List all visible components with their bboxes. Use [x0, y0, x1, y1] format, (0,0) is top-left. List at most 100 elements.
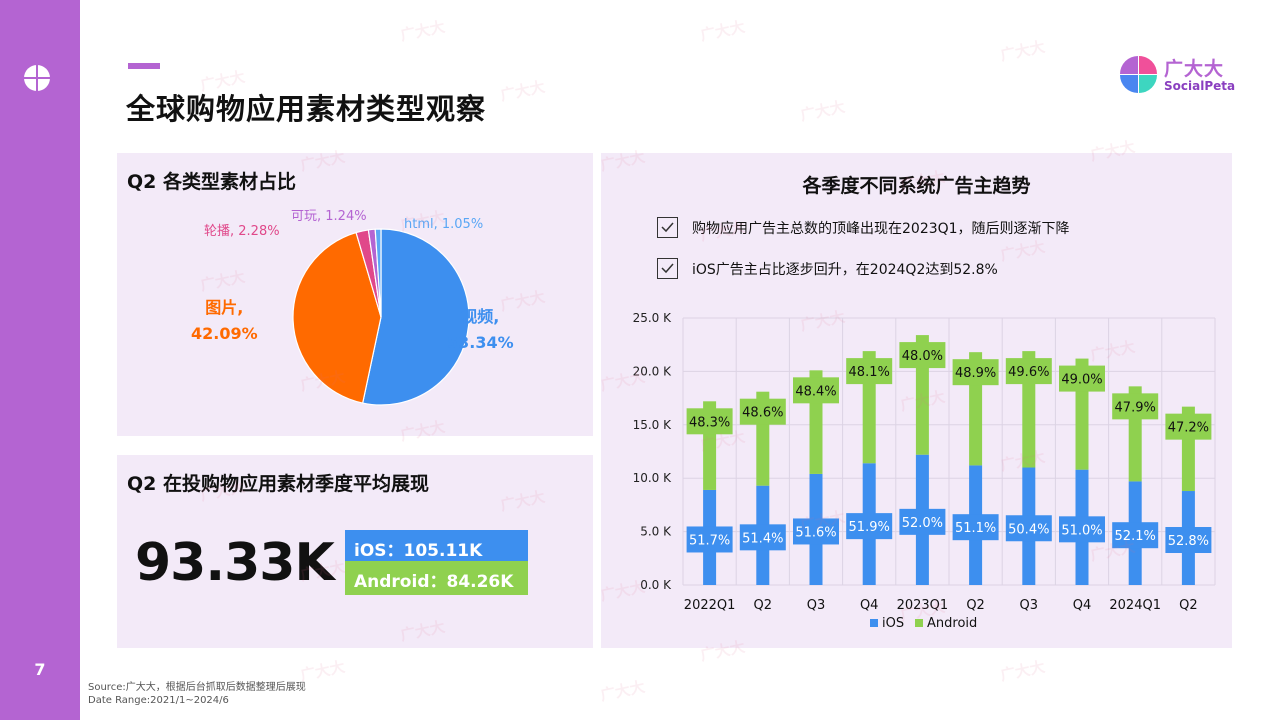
ios-avg-badge: iOS：105.11K: [345, 530, 528, 564]
android-data-label: 49.6%: [1008, 365, 1049, 380]
pie-slice-html: [374, 228, 382, 318]
ios-data-label: 51.4%: [742, 531, 783, 546]
page-number: 7: [34, 660, 46, 679]
checkbox-icon: [657, 216, 678, 238]
x-tick-label: Q2: [1179, 598, 1198, 613]
x-tick-label: 2022Q1: [684, 598, 736, 613]
y-tick-label: 5.0 K: [640, 525, 672, 539]
legend-ios-swatch: [870, 619, 878, 627]
legend-android-swatch: [915, 619, 923, 627]
watermark: 广大大: [798, 97, 847, 125]
footer-source-text: Source:广大大，根据后台抓取后数据整理后展现: [88, 682, 306, 693]
title-accent-bar: [128, 63, 160, 69]
legend-ios-label: iOS: [882, 616, 904, 631]
pie-label-playable: 可玩, 1.24%: [291, 209, 367, 224]
pie-slice-image: [292, 231, 382, 404]
side-bar: 7: [0, 0, 80, 720]
x-tick-label: Q4: [860, 598, 879, 613]
ios-label-box: [793, 518, 839, 545]
watermark: 广大大: [498, 77, 547, 105]
android-label-box: [1165, 413, 1212, 440]
brand-mark-icon: [1120, 56, 1157, 93]
x-tick-label: 2024Q1: [1109, 598, 1161, 613]
android-label-box: [1112, 393, 1159, 420]
android-data-label: 48.4%: [795, 384, 836, 399]
pie-label-image: 图片, 42.09%: [191, 295, 258, 347]
legend-android-label: Android: [927, 616, 977, 631]
brand-name: 广大大: [1164, 58, 1225, 80]
android-label-box: [899, 342, 946, 369]
ios-label-box: [686, 526, 733, 553]
pie-label-video: 视频, 53.34%: [447, 304, 514, 356]
x-tick-label: Q2: [754, 598, 773, 613]
android-data-label: 48.9%: [955, 366, 996, 381]
x-tick-label: Q4: [1073, 598, 1092, 613]
ios-label-box: [899, 508, 946, 535]
ios-data-label: 51.6%: [795, 525, 836, 540]
ios-label-box: [1112, 522, 1159, 549]
avg-value: 93.33K: [135, 533, 335, 593]
pie-slice-video: [361, 228, 470, 406]
ios-data-label: 51.1%: [955, 521, 996, 536]
android-data-label: 49.0%: [1061, 373, 1102, 388]
android-label-box: [1005, 358, 1052, 385]
footer-date-range: Date Range:2021/1~2024/6: [88, 695, 229, 706]
android-label-box: [846, 358, 893, 385]
pie-label-html: html, 1.05%: [404, 217, 484, 232]
avg-panel-title: Q2 在投购物应用素材季度平均展现: [127, 473, 429, 495]
x-tick-label: Q3: [807, 598, 826, 613]
note-2: iOS广告主占比逐步回升，在2024Q2达到52.8%: [657, 257, 998, 283]
pie-label-image-value: 42.09%: [191, 324, 258, 343]
y-tick-label: 25.0 K: [633, 311, 673, 325]
x-tick-label: 2023Q1: [897, 598, 949, 613]
watermark: 广大大: [998, 657, 1047, 685]
y-tick-label: 10.0 K: [633, 471, 673, 485]
ios-label-box: [846, 513, 893, 540]
android-label-box: [739, 398, 786, 425]
android-data-label: 48.1%: [849, 365, 890, 380]
page-title: 全球购物应用素材类型观察: [126, 92, 487, 126]
x-tick-label: Q3: [1020, 598, 1039, 613]
android-data-label: 47.2%: [1168, 421, 1209, 436]
ios-data-label: 51.7%: [689, 533, 730, 548]
ios-label-box: [1059, 516, 1105, 543]
ios-data-label: 52.1%: [1115, 529, 1156, 544]
pie-label-video-value: 53.34%: [447, 333, 514, 352]
pie-label-video-name: 视频,: [461, 307, 500, 326]
y-tick-label: 0.0 K: [640, 578, 672, 592]
android-data-label: 48.6%: [742, 406, 783, 421]
android-avg-badge: Android：84.26K: [345, 561, 528, 595]
pie-label-carousel: 轮播, 2.28%: [204, 224, 280, 239]
ios-data-label: 50.4%: [1008, 522, 1049, 537]
ios-label-box: [952, 514, 999, 541]
footer-source: Source:广大大，根据后台抓取后数据整理后展现 Date Range:202…: [88, 681, 306, 707]
checkbox-icon: [657, 257, 678, 279]
ios-data-label: 51.9%: [849, 520, 890, 535]
brand-logo: 广大大 SocialPeta: [1118, 54, 1238, 94]
ios-data-label: 52.0%: [902, 516, 943, 531]
android-data-label: 47.9%: [1115, 400, 1156, 415]
watermark: 广大大: [998, 37, 1047, 65]
watermark: 广大大: [698, 17, 747, 45]
watermark: 广大大: [398, 17, 447, 45]
android-label-box: [686, 408, 733, 435]
pie-panel-title: Q2 各类型素材占比: [127, 171, 296, 193]
x-tick-label: Q2: [966, 598, 985, 613]
android-label-box: [793, 377, 839, 404]
brand-subtitle: SocialPeta: [1164, 79, 1236, 93]
note-1-text: 购物应用广告主总数的顶峰出现在2023Q1，随后则逐渐下降: [692, 221, 1070, 237]
ios-data-label: 51.0%: [1061, 523, 1102, 538]
note-2-text: iOS广告主占比逐步回升，在2024Q2达到52.8%: [692, 262, 998, 278]
y-tick-label: 15.0 K: [633, 418, 673, 432]
pie-panel: Q2 各类型素材占比 视频, 53.34% 图片, 42.09% 轮播, 2.2…: [117, 153, 593, 436]
android-data-label: 48.3%: [689, 415, 730, 430]
ios-label-box: [739, 524, 786, 551]
pie-chart: [292, 228, 470, 406]
ios-label-box: [1005, 515, 1052, 542]
android-label-box: [1059, 365, 1105, 392]
pie-label-image-name: 图片,: [205, 298, 244, 317]
android-label-box: [952, 359, 999, 386]
stacked-bar-chart: 0.0 K 5.0 K 10.0 K 15.0 K 20.0 K 25.0 K 51.7% 4…: [633, 311, 1216, 631]
note-1: 购物应用广告主总数的顶峰出现在2023Q1，随后则逐渐下降: [657, 216, 1070, 242]
logo-icon: [23, 64, 51, 92]
